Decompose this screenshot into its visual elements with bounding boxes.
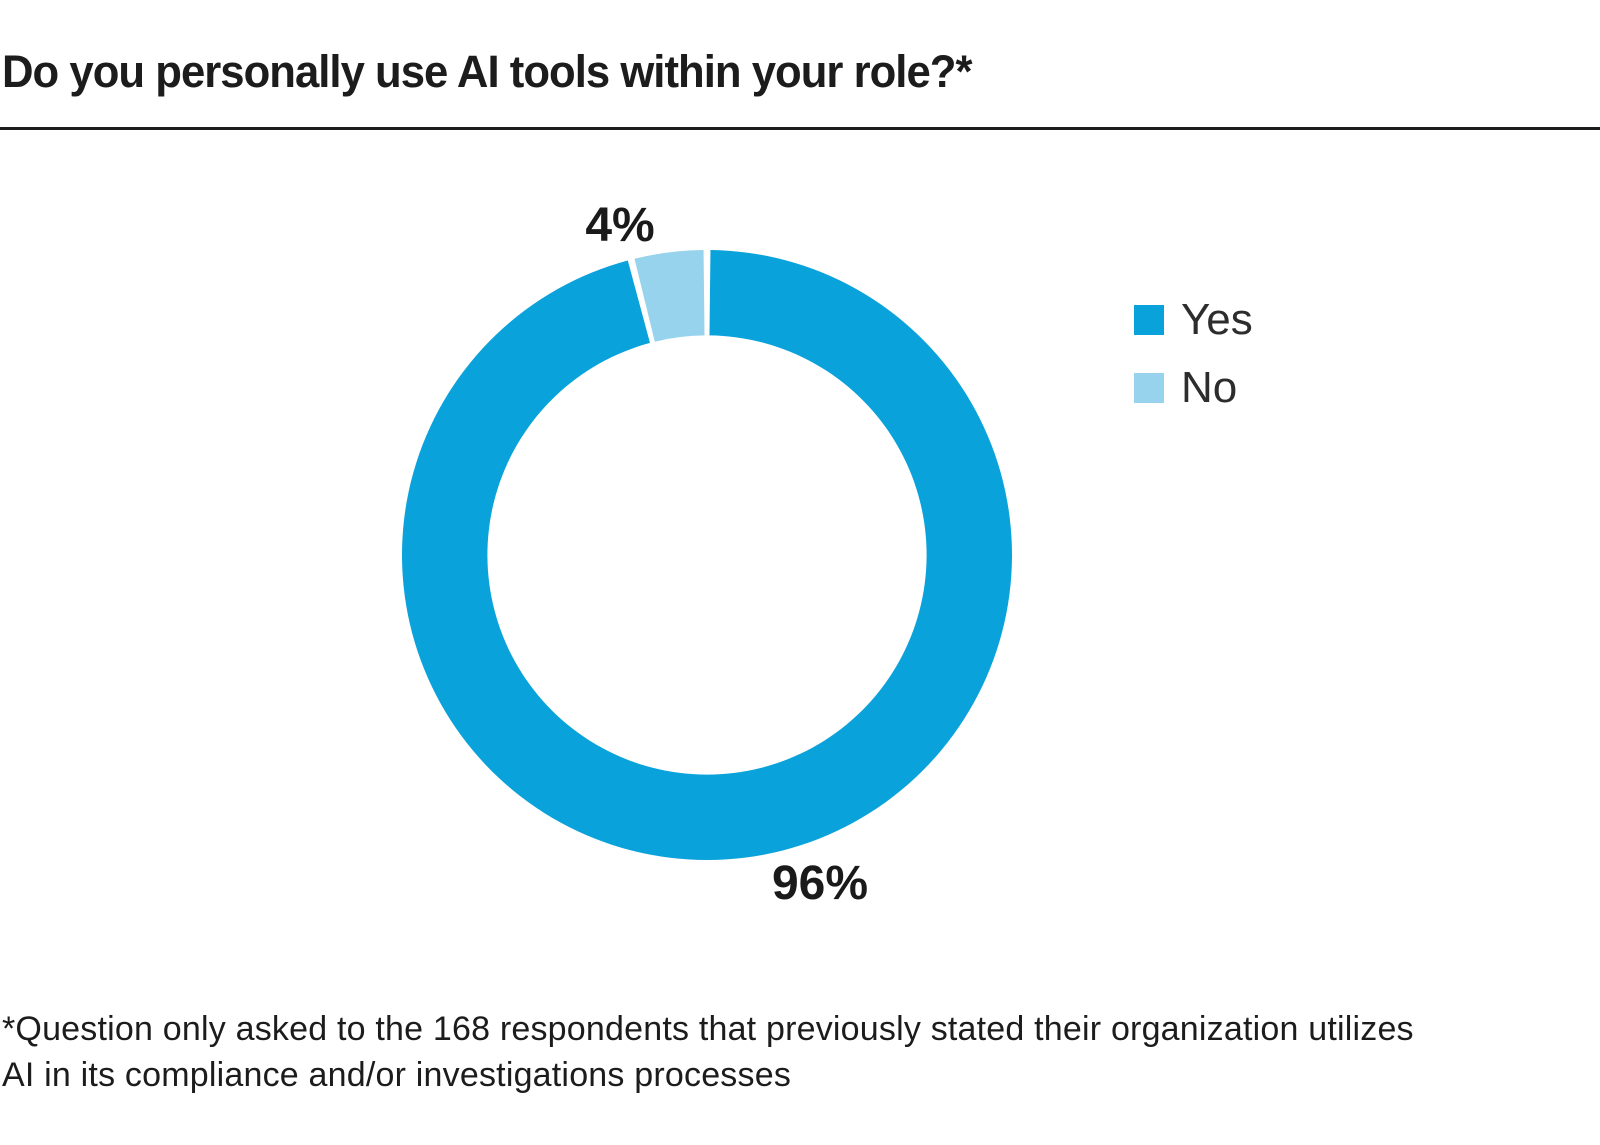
legend-item-no: No — [1134, 366, 1253, 410]
donut-svg — [401, 250, 1012, 861]
donut-slice-no — [634, 250, 705, 342]
donut-slice-yes — [401, 250, 1012, 861]
page-title: Do you personally use AI tools within yo… — [2, 46, 972, 97]
title-divider — [0, 127, 1600, 130]
legend-label-no: No — [1181, 363, 1238, 412]
slice-label-no: 4% — [585, 199, 655, 252]
legend-swatch-no — [1134, 373, 1164, 403]
legend-item-yes: Yes — [1134, 298, 1253, 342]
donut-chart — [387, 235, 1027, 875]
legend-swatch-yes — [1134, 305, 1164, 335]
footnote: *Question only asked to the 168 responde… — [2, 1006, 1414, 1098]
slice-label-yes: 96% — [771, 857, 869, 910]
footnote-line-1: *Question only asked to the 168 responde… — [2, 1010, 1414, 1048]
chart-legend: Yes No — [1134, 298, 1253, 441]
legend-label-yes: Yes — [1181, 295, 1253, 344]
footnote-line-2: AI in its compliance and/or investigatio… — [2, 1056, 792, 1094]
